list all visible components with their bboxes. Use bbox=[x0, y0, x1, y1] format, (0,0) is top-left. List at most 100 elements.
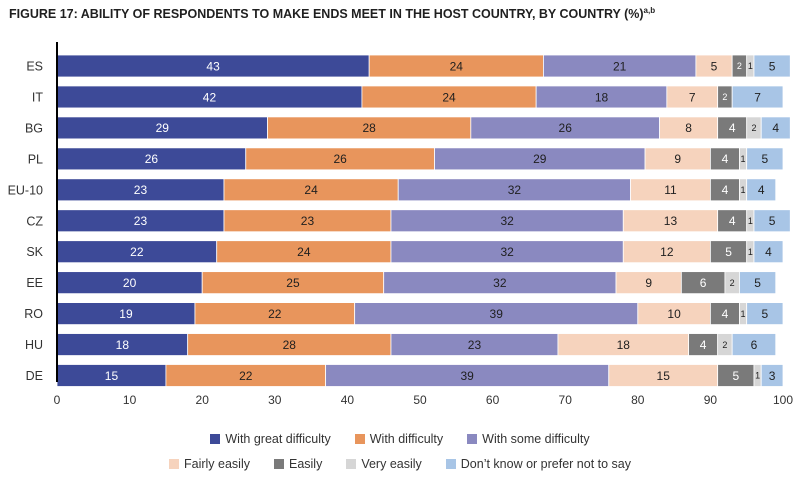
category-label: ES bbox=[26, 60, 43, 74]
bar-value-label: 19 bbox=[119, 307, 133, 321]
category-label: EU-10 bbox=[8, 183, 43, 197]
bar-value-label: 39 bbox=[461, 369, 475, 383]
bar-value-label: 5 bbox=[769, 59, 776, 73]
x-tick-label: 90 bbox=[704, 393, 718, 407]
bar-value-label: 23 bbox=[134, 183, 148, 197]
legend-label: Don’t know or prefer not to say bbox=[460, 457, 632, 471]
bar-value-label: 4 bbox=[772, 121, 779, 135]
bar-value-label: 4 bbox=[765, 245, 772, 259]
bar-value-label: 20 bbox=[123, 276, 137, 290]
bar-value-label: 1 bbox=[741, 154, 746, 164]
category-label: PL bbox=[28, 152, 43, 166]
bar-value-label: 24 bbox=[450, 59, 464, 73]
bar-value-label: 29 bbox=[156, 121, 170, 135]
bar-value-label: 5 bbox=[754, 276, 761, 290]
bar-value-label: 1 bbox=[755, 371, 760, 381]
bar-value-label: 4 bbox=[722, 152, 729, 166]
bar-value-label: 6 bbox=[751, 338, 758, 352]
legend-swatch bbox=[273, 459, 284, 469]
bar-value-label: 26 bbox=[559, 121, 573, 135]
bar-value-label: 5 bbox=[762, 307, 769, 321]
bar-value-label: 9 bbox=[674, 152, 681, 166]
bar-value-label: 7 bbox=[754, 90, 761, 104]
bar-value-label: 1 bbox=[748, 61, 753, 71]
bar-segment bbox=[731, 85, 784, 109]
bar-value-label: 4 bbox=[729, 121, 736, 135]
bar-segment bbox=[760, 116, 791, 140]
bar-value-label: 5 bbox=[725, 245, 732, 259]
bar-value-label: 13 bbox=[664, 214, 678, 228]
x-tick-label: 0 bbox=[54, 393, 61, 407]
bar-value-label: 24 bbox=[297, 245, 311, 259]
bar-segment bbox=[746, 147, 784, 171]
bar-value-label: 2 bbox=[722, 340, 727, 350]
bar-value-label: 4 bbox=[722, 183, 729, 197]
bar-value-label: 5 bbox=[711, 59, 718, 73]
bar-segment bbox=[739, 271, 777, 295]
bar-value-label: 28 bbox=[283, 338, 297, 352]
bar-value-label: 10 bbox=[667, 307, 681, 321]
bar-segment bbox=[731, 333, 777, 356]
bar-value-label: 5 bbox=[732, 369, 739, 383]
x-tick-label: 100 bbox=[773, 393, 793, 407]
bar-value-label: 2 bbox=[722, 92, 727, 102]
bar-value-label: 12 bbox=[660, 245, 674, 259]
category-label: SK bbox=[26, 245, 43, 259]
bar-segment bbox=[753, 209, 791, 233]
bar-value-label: 2 bbox=[751, 123, 756, 133]
bar-segment bbox=[753, 54, 791, 78]
bar-value-label: 15 bbox=[657, 369, 671, 383]
legend-label: With difficulty bbox=[369, 432, 444, 446]
bar-value-label: 42 bbox=[203, 90, 217, 104]
x-tick-label: 10 bbox=[123, 393, 137, 407]
legend-row-2: Fairly easily Easily Very easily Don’t know… bbox=[0, 457, 800, 471]
bar-value-label: 1 bbox=[748, 247, 753, 257]
bar-value-label: 32 bbox=[493, 276, 507, 290]
bar-value-label: 5 bbox=[762, 152, 769, 166]
bar-value-label: 6 bbox=[700, 276, 707, 290]
bar-value-label: 22 bbox=[239, 369, 253, 383]
bar-value-label: 22 bbox=[268, 307, 282, 321]
bar-value-label: 7 bbox=[689, 90, 696, 104]
bar-value-label: 18 bbox=[617, 338, 631, 352]
x-tick-label: 70 bbox=[559, 393, 573, 407]
bar-value-label: 32 bbox=[500, 245, 514, 259]
bar-value-label: 32 bbox=[508, 183, 522, 197]
category-labels: ES IT BG PL EU-10 CZ SK EE RO HU DE bbox=[8, 60, 44, 384]
bar-value-label: 4 bbox=[700, 338, 707, 352]
category-label: IT bbox=[32, 90, 43, 104]
legend-swatch bbox=[168, 459, 179, 469]
legend-item: With difficulty bbox=[354, 432, 444, 446]
bar-value-label: 9 bbox=[645, 276, 652, 290]
legend-row-1: With great difficulty With difficulty With… bbox=[0, 432, 800, 446]
x-tick-label: 30 bbox=[268, 393, 282, 407]
bar-value-label: 2 bbox=[730, 278, 735, 288]
legend-label: With some difficulty bbox=[482, 432, 590, 446]
x-axis-tick-labels: 0 10 20 30 40 50 60 70 80 90 100 bbox=[54, 393, 794, 407]
bar-value-label: 24 bbox=[304, 183, 318, 197]
legend-swatch bbox=[445, 459, 456, 469]
bar-value-label: 1 bbox=[741, 309, 746, 319]
bar-value-label: 23 bbox=[468, 338, 482, 352]
x-tick-label: 50 bbox=[413, 393, 427, 407]
bar-value-label: 4 bbox=[729, 214, 736, 228]
legend-label: Easily bbox=[288, 457, 323, 471]
legend-swatch bbox=[210, 434, 221, 444]
bar-value-label: 23 bbox=[301, 214, 315, 228]
legend-item: With great difficulty bbox=[210, 432, 331, 446]
legend-swatch bbox=[467, 434, 478, 444]
bar-value-label: 26 bbox=[333, 152, 347, 166]
x-tick-label: 20 bbox=[196, 393, 210, 407]
bar-value-label: 11 bbox=[664, 183, 677, 197]
bar-value-label: 18 bbox=[116, 338, 130, 352]
category-label: BG bbox=[25, 121, 43, 135]
legend-swatch bbox=[354, 434, 365, 444]
legend-label: Very easily bbox=[361, 457, 422, 471]
x-tick-label: 80 bbox=[631, 393, 645, 407]
bar-value-label: 8 bbox=[685, 121, 692, 135]
category-label: DE bbox=[26, 369, 43, 383]
bar-segment bbox=[760, 364, 784, 387]
bar-value-label: 24 bbox=[442, 90, 456, 104]
bar-segment bbox=[746, 178, 777, 202]
bar-value-label: 23 bbox=[134, 214, 148, 228]
